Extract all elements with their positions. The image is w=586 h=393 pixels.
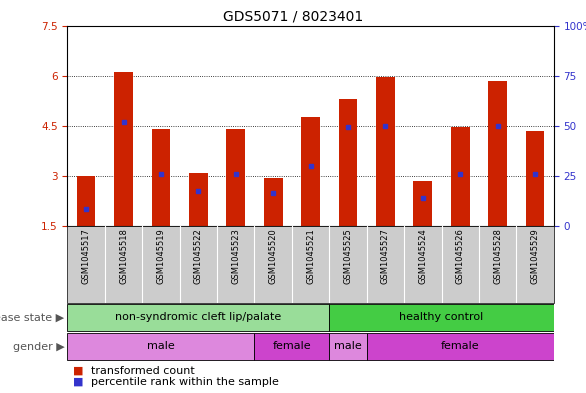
- Text: GSM1045521: GSM1045521: [306, 228, 315, 284]
- Text: female: female: [441, 341, 479, 351]
- Text: GSM1045520: GSM1045520: [268, 228, 278, 284]
- Text: ■: ■: [73, 377, 84, 387]
- Text: GSM1045523: GSM1045523: [231, 228, 240, 284]
- Bar: [114, 72, 133, 226]
- Bar: [264, 178, 282, 226]
- Text: transformed count: transformed count: [91, 365, 195, 376]
- Bar: [67, 333, 254, 360]
- Bar: [226, 129, 245, 226]
- Text: GSM1045528: GSM1045528: [493, 228, 502, 284]
- Text: GSM1045524: GSM1045524: [418, 228, 427, 284]
- Bar: [67, 304, 329, 331]
- Text: healthy control: healthy control: [400, 312, 483, 322]
- Bar: [329, 333, 367, 360]
- Text: non-syndromic cleft lip/palate: non-syndromic cleft lip/palate: [115, 312, 281, 322]
- Text: ■: ■: [73, 365, 84, 376]
- Bar: [152, 129, 171, 226]
- Text: GSM1045518: GSM1045518: [119, 228, 128, 284]
- Bar: [376, 77, 395, 226]
- Bar: [339, 99, 357, 226]
- Text: disease state ▶: disease state ▶: [0, 312, 64, 322]
- Text: GSM1045525: GSM1045525: [343, 228, 353, 284]
- Bar: [301, 118, 320, 226]
- Bar: [367, 333, 554, 360]
- Bar: [77, 176, 96, 226]
- Bar: [451, 127, 469, 226]
- Text: GSM1045527: GSM1045527: [381, 228, 390, 284]
- Bar: [526, 131, 544, 226]
- Bar: [414, 181, 432, 226]
- Text: male: male: [147, 341, 175, 351]
- Text: gender ▶: gender ▶: [13, 342, 64, 352]
- Text: female: female: [272, 341, 311, 351]
- Bar: [254, 333, 329, 360]
- Text: percentile rank within the sample: percentile rank within the sample: [91, 377, 279, 387]
- Bar: [488, 81, 507, 226]
- Text: GSM1045526: GSM1045526: [456, 228, 465, 284]
- Text: GSM1045519: GSM1045519: [156, 228, 165, 284]
- Text: GSM1045529: GSM1045529: [530, 228, 540, 284]
- Bar: [189, 173, 207, 226]
- Bar: [329, 304, 554, 331]
- Text: GSM1045517: GSM1045517: [81, 228, 91, 284]
- Text: male: male: [334, 341, 362, 351]
- Text: GSM1045522: GSM1045522: [194, 228, 203, 284]
- Text: GDS5071 / 8023401: GDS5071 / 8023401: [223, 10, 363, 24]
